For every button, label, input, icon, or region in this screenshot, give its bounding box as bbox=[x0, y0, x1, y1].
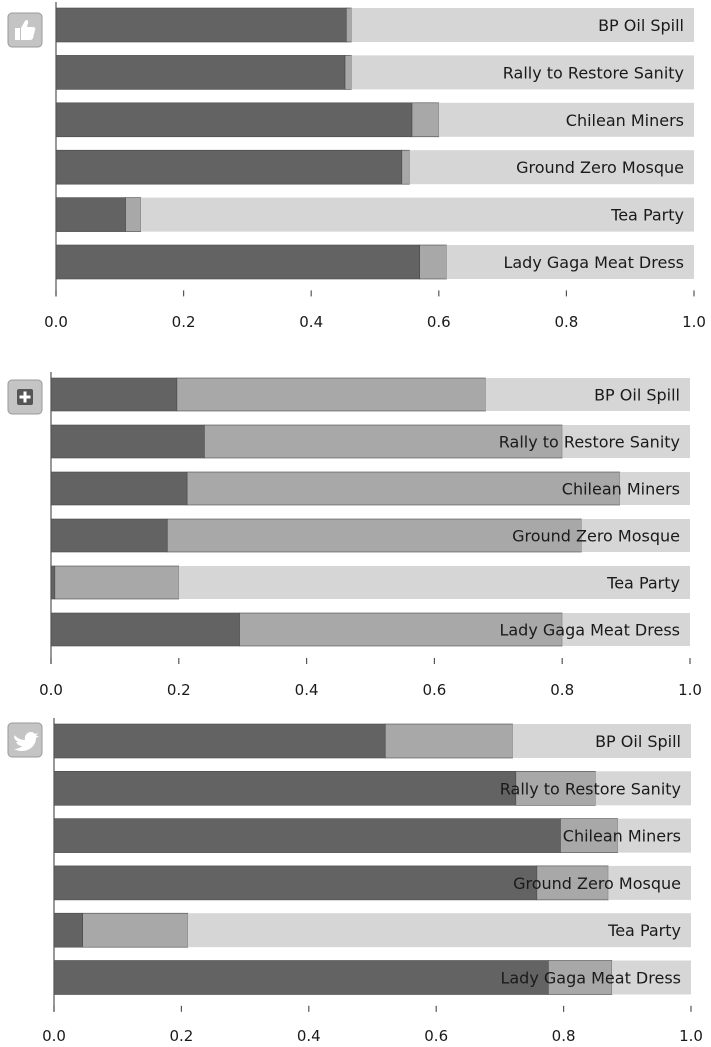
category-label: Chilean Miners bbox=[562, 480, 680, 499]
bar-segment-1 bbox=[55, 197, 126, 232]
bar-segment-3 bbox=[351, 55, 694, 90]
bar-segment-2 bbox=[176, 377, 486, 412]
bar-segment-1 bbox=[50, 424, 205, 459]
bar-segment-3 bbox=[617, 818, 691, 853]
x-tick-label: 0.2 bbox=[167, 681, 191, 699]
bar-segment-2 bbox=[411, 102, 440, 138]
category-label: BP Oil Spill bbox=[598, 16, 684, 35]
bird-icon bbox=[7, 722, 43, 758]
bar-segment-3 bbox=[619, 472, 690, 505]
bar-segment-3 bbox=[351, 8, 694, 42]
category-label: Chilean Miners bbox=[563, 827, 681, 846]
bar-segment-3 bbox=[581, 519, 690, 552]
bar-segment-2 bbox=[54, 565, 180, 600]
bar-segment-2 bbox=[384, 723, 513, 759]
bar-segment-1 bbox=[53, 723, 386, 759]
bar-segment-2 bbox=[186, 471, 621, 506]
bar-segment-1 bbox=[53, 770, 517, 806]
thumbs-up-icon bbox=[7, 12, 43, 48]
bar-segment-2 bbox=[536, 865, 609, 901]
category-label: Lady Gaga Meat Dress bbox=[503, 253, 684, 272]
x-tick-label: 1.0 bbox=[679, 1027, 703, 1045]
bar-segment-1 bbox=[50, 471, 188, 506]
category-label: Lady Gaga Meat Dress bbox=[500, 969, 681, 988]
bar-segment-3 bbox=[562, 425, 690, 458]
chart-panel-3: BP Oil Spill Rally to Restore Sanity Chile… bbox=[7, 718, 703, 1045]
bar-segment-3 bbox=[595, 771, 691, 806]
bar-segment-1 bbox=[55, 102, 413, 138]
x-tick-label: 0.8 bbox=[552, 1027, 576, 1045]
x-tick-label: 0.8 bbox=[550, 681, 574, 699]
x-tick-label: 0.6 bbox=[422, 681, 446, 699]
bar-segment-1 bbox=[55, 244, 420, 280]
bar-segment-3 bbox=[187, 913, 691, 948]
bar-segment-2 bbox=[515, 770, 596, 806]
x-tick-label: 1.0 bbox=[678, 681, 702, 699]
bar-segment-3 bbox=[140, 197, 694, 232]
bar-segment-1 bbox=[55, 55, 346, 90]
x-tick-label: 0.6 bbox=[424, 1027, 448, 1045]
x-tick-label: 0.8 bbox=[554, 313, 578, 331]
bar-segment-3 bbox=[438, 102, 694, 137]
category-label: Lady Gaga Meat Dress bbox=[499, 621, 680, 640]
bar-segment-2 bbox=[82, 912, 189, 948]
bar-segment-1 bbox=[55, 7, 347, 43]
bar-segment-1 bbox=[55, 149, 403, 185]
x-tick-label: 0.4 bbox=[297, 1027, 321, 1045]
bar-segment-3 bbox=[612, 960, 691, 995]
category-label: Chilean Miners bbox=[566, 111, 684, 130]
plus-icon bbox=[7, 379, 43, 415]
category-label: Rally to Restore Sanity bbox=[499, 433, 680, 452]
category-label: Tea Party bbox=[607, 921, 681, 940]
bar-segment-1 bbox=[53, 912, 83, 948]
category-label: Ground Zero Mosque bbox=[516, 158, 684, 177]
bar-segment-2 bbox=[204, 424, 563, 459]
x-tick-label: 0.0 bbox=[42, 1027, 66, 1045]
bar-segment-2 bbox=[344, 55, 352, 90]
bar-segment-1 bbox=[50, 518, 168, 553]
bar-segment-3 bbox=[485, 378, 690, 411]
bar-segment-1 bbox=[50, 377, 178, 412]
category-label: Tea Party bbox=[606, 574, 680, 593]
chart-panel-1: BP Oil Spill Rally to Restore Sanity Chile… bbox=[7, 2, 706, 331]
x-tick-label: 1.0 bbox=[682, 313, 706, 331]
x-tick-label: 0.4 bbox=[295, 681, 319, 699]
category-label: Tea Party bbox=[610, 206, 684, 225]
category-label: Rally to Restore Sanity bbox=[500, 779, 681, 798]
x-tick-label: 0.0 bbox=[44, 313, 68, 331]
category-label: Rally to Restore Sanity bbox=[503, 63, 684, 82]
category-label: BP Oil Spill bbox=[595, 732, 681, 751]
category-label: Ground Zero Mosque bbox=[513, 874, 681, 893]
bar-segment-3 bbox=[608, 865, 691, 900]
bar-segment-3 bbox=[512, 724, 691, 758]
bar-segment-2 bbox=[125, 197, 142, 232]
bar-segment-2 bbox=[345, 7, 352, 43]
bar-segment-2 bbox=[419, 244, 447, 280]
x-tick-label: 0.2 bbox=[172, 313, 196, 331]
bar-segment-2 bbox=[548, 960, 613, 995]
bar-segment-3 bbox=[446, 245, 694, 279]
bar-segment-3 bbox=[178, 566, 691, 599]
x-tick-label: 0.4 bbox=[299, 313, 323, 331]
x-tick-label: 0.0 bbox=[39, 681, 63, 699]
bar-segment-2 bbox=[401, 149, 410, 185]
bar-segment-2 bbox=[560, 818, 619, 853]
bar-segment-2 bbox=[239, 612, 563, 647]
bar-segment-1 bbox=[50, 612, 240, 647]
category-label: Ground Zero Mosque bbox=[512, 527, 680, 546]
bar-segment-1 bbox=[53, 865, 538, 901]
bar-segment-3 bbox=[409, 150, 694, 185]
chart-panel-2: BP Oil Spill Rally to Restore Sanity Chile… bbox=[7, 372, 702, 699]
bar-segment-1 bbox=[53, 960, 549, 995]
bar-segment-2 bbox=[166, 518, 582, 553]
bar-segment-3 bbox=[562, 613, 690, 646]
x-tick-label: 0.2 bbox=[169, 1027, 193, 1045]
category-label: BP Oil Spill bbox=[594, 386, 680, 405]
x-tick-label: 0.6 bbox=[427, 313, 451, 331]
bar-segment-1 bbox=[53, 818, 561, 853]
